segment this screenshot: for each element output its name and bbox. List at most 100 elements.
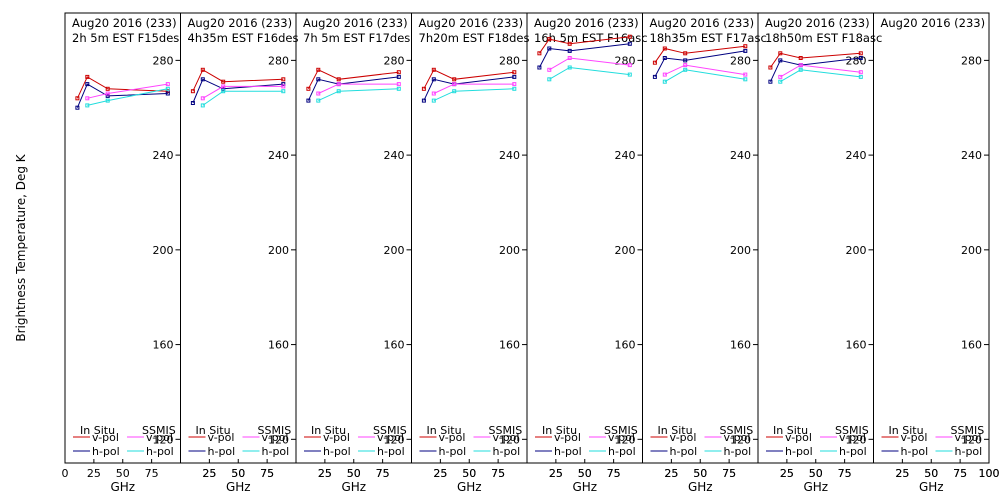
series-point-ssmis_hpol — [200, 103, 205, 108]
x-tick-label: 50 — [578, 467, 592, 480]
series-point-insitu_vpol — [165, 89, 170, 94]
legend-label-insitu_hpol: h-pol — [785, 445, 813, 458]
legend-insitu-title: In Situ — [80, 424, 115, 437]
series-point-insitu_vpol — [537, 51, 542, 56]
panel-7: Aug20 2016 (233)18h50m EST F18asc 120 160 2… — [757, 12, 882, 494]
series-point-ssmis_vpol — [85, 96, 90, 101]
x-axis-label: GHz — [226, 480, 251, 494]
y-tick-label: 120 — [384, 433, 405, 446]
legend-label-insitu_vpol: v-pol — [785, 431, 812, 444]
panel-title-date: Aug20 2016 (233) — [419, 16, 524, 30]
series-line-ssmis_hpol — [549, 66, 630, 80]
y-tick-label: 280 — [384, 54, 405, 67]
series-point-insitu_vpol — [200, 67, 205, 72]
x-tick-label: 50 — [231, 467, 245, 480]
panel-4: Aug20 2016 (233)7h20m EST F18des 120 160 20… — [411, 12, 529, 494]
series-point-insitu_hpol — [627, 41, 632, 46]
legend-ssmis-title: SSMIS — [489, 424, 523, 437]
series-line-ssmis_hpol — [780, 69, 861, 83]
y-tick-label: 160 — [499, 339, 520, 352]
series-point-ssmis_hpol — [627, 72, 632, 77]
y-tick-label: 280 — [153, 54, 174, 67]
series-point-insitu_vpol — [336, 77, 341, 82]
legend-label-ssmis_hpol: h-pol — [377, 445, 405, 458]
series-line-insitu_vpol — [769, 52, 861, 68]
x-tick-label: 25 — [664, 467, 678, 480]
legend-label-ssmis_vpol: v-pol — [608, 431, 635, 444]
legend-insitu-title: In Situ — [658, 424, 693, 437]
legend-ssmis-title: SSMIS — [720, 424, 754, 437]
series-point-insitu_vpol — [512, 70, 517, 75]
panel-title-date: Aug20 2016 (233) — [650, 16, 755, 30]
x-tick-label: 75 — [953, 467, 967, 480]
series-point-insitu_vpol — [662, 46, 667, 51]
legend-label-insitu_hpol: h-pol — [439, 445, 467, 458]
series-point-insitu_hpol — [662, 56, 667, 60]
legend-ssmis-title: SSMIS — [604, 424, 638, 437]
series-point-insitu_hpol — [652, 74, 657, 79]
series-point-ssmis_hpol — [165, 86, 170, 91]
y-tick-label: 240 — [730, 149, 751, 162]
panel-6: Aug20 2016 (233)18h35m EST F17asc 120 160 2… — [642, 12, 767, 494]
y-tick-label: 120 — [499, 433, 520, 446]
legend-label-ssmis_vpol: v-pol — [839, 431, 866, 444]
x-tick-label: 100 — [979, 467, 1000, 480]
y-tick-label: 240 — [153, 149, 174, 162]
series-point-ssmis_hpol — [105, 98, 110, 103]
series-point-ssmis_vpol — [396, 82, 401, 87]
x-axis-label: GHz — [803, 480, 828, 494]
series-point-ssmis_hpol — [683, 67, 688, 72]
y-tick-label: 120 — [153, 433, 174, 446]
x-tick-label: 100 — [979, 467, 1000, 480]
legend-label-insitu_hpol: h-pol — [92, 445, 120, 458]
y-tick-label: 280 — [499, 54, 520, 67]
series-point-ssmis_hpol — [85, 103, 90, 108]
y-tick-label: 240 — [499, 149, 520, 162]
legend-label-insitu_hpol: h-pol — [323, 445, 351, 458]
series-point-ssmis_vpol — [858, 70, 863, 75]
y-tick-label: 200 — [499, 244, 520, 257]
series-point-ssmis_vpol — [200, 96, 205, 101]
series-point-ssmis_hpol — [858, 74, 863, 79]
y-tick-label: 160 — [153, 339, 174, 352]
series-point-insitu_vpol — [768, 65, 773, 70]
panel-3: Aug20 2016 (233)7h 5m EST F17des 120 160 20… — [295, 12, 412, 494]
series-point-insitu_hpol — [306, 98, 311, 103]
panel-title-date: Aug20 2016 (233) — [303, 16, 408, 30]
panel-title-date: Aug20 2016 (233) — [881, 16, 986, 30]
series-point-insitu_vpol — [396, 70, 401, 75]
series-point-ssmis_vpol — [316, 91, 321, 96]
x-tick-label: 75 — [722, 467, 736, 480]
panel-title-date: Aug20 2016 (233) — [534, 16, 639, 30]
series-point-insitu_hpol — [105, 93, 110, 98]
series-point-insitu_hpol — [537, 65, 542, 70]
legend-label-insitu_vpol: v-pol — [323, 431, 350, 444]
x-axis-label: GHz — [341, 480, 366, 494]
panels-group: Aug20 2016 (233)2h 5m EST F15des12016020… — [62, 12, 1000, 494]
series-point-ssmis_hpol — [512, 86, 517, 91]
legend-ssmis-title: SSMIS — [951, 424, 985, 437]
x-tick-label: 50 — [347, 467, 361, 480]
series-point-ssmis_vpol — [165, 82, 170, 87]
series-point-insitu_vpol — [75, 96, 80, 101]
x-tick-label: 75 — [838, 467, 852, 480]
x-tick-label: 50 — [809, 467, 823, 480]
y-tick-label: 160 — [846, 339, 867, 352]
legend-label-insitu_vpol: v-pol — [208, 431, 235, 444]
series-point-ssmis_hpol — [567, 65, 572, 70]
series-point-insitu_vpol — [221, 79, 226, 84]
x-tick-label: 50 — [809, 467, 823, 480]
series-point-insitu_hpol — [190, 101, 195, 105]
series-point-insitu_hpol — [421, 98, 426, 103]
series-point-ssmis_hpol — [221, 89, 226, 94]
series-point-ssmis_hpol — [281, 89, 286, 94]
x-tick-label: 25 — [664, 467, 678, 480]
series-point-ssmis_vpol — [105, 91, 110, 96]
x-tick-label: 25 — [895, 467, 909, 480]
series-point-ssmis_hpol — [547, 77, 552, 82]
series-line-insitu_vpol — [307, 69, 399, 90]
y-tick-label: 200 — [846, 244, 867, 257]
x-tick-label: 50 — [578, 467, 592, 480]
panel-title-date: Aug20 2016 (233) — [72, 16, 177, 30]
